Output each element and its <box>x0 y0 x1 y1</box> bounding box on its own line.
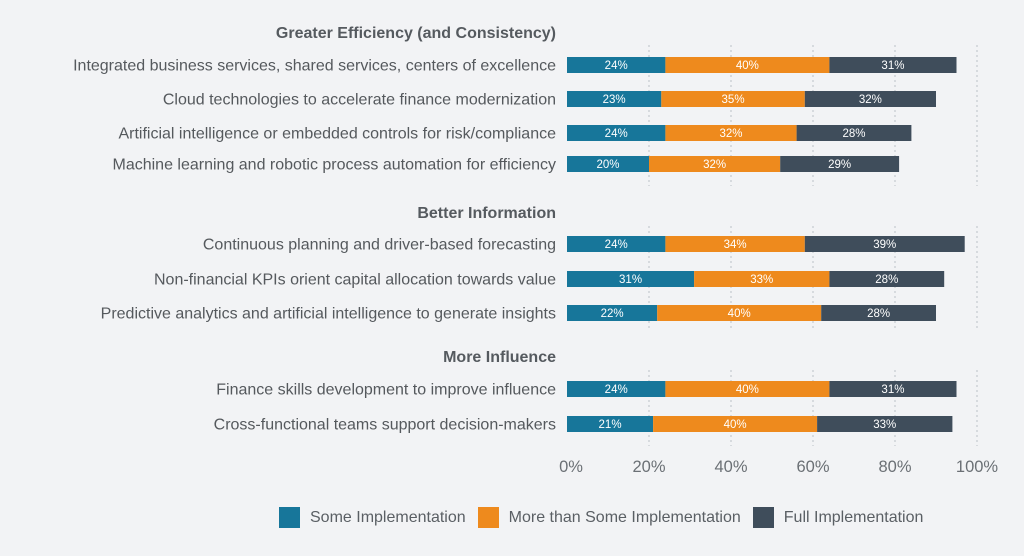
bar-segment <box>829 57 957 73</box>
row-label: Machine learning and robotic process aut… <box>112 157 556 174</box>
bar-value-label: 33% <box>750 274 773 286</box>
legend-label-some: Some Implementation <box>310 508 466 526</box>
bar-value-label: 35% <box>722 94 745 106</box>
bar-value-label: 31% <box>881 60 904 72</box>
bar-value-label: 24% <box>605 239 628 251</box>
legend-item-more-than-some: More than Some Implementation <box>477 507 741 528</box>
stacked-bar-chart: 24% 40% 31% 23% 35% 32% 24% 32% 28% 20% 32% 29% 24% 3… <box>73 25 998 476</box>
bar-segment <box>657 305 822 321</box>
bar-value-label: 32% <box>719 128 742 140</box>
bar-segment <box>829 381 957 397</box>
bar-segment <box>804 236 965 252</box>
bar-segment <box>567 416 654 432</box>
row-label: Non-financial KPIs orient capital alloca… <box>154 272 556 289</box>
bar-value-label: 32% <box>703 159 726 171</box>
bar-value-label: 31% <box>619 274 642 286</box>
bar-value-label: 20% <box>596 159 619 171</box>
bar-segment <box>567 236 666 252</box>
bar-value-label: 28% <box>867 308 890 320</box>
x-tick-label: 100% <box>956 458 999 476</box>
bar-segment <box>665 57 830 73</box>
bar-value-label: 40% <box>728 308 751 320</box>
bar-value-label: 32% <box>859 94 882 106</box>
x-tick-label: 40% <box>714 458 747 476</box>
row-label: Cloud technologies to accelerate finance… <box>163 92 556 109</box>
row-labels: Greater Efficiency (and Consistency) Inte… <box>73 25 556 434</box>
bar-value-label: 40% <box>736 384 759 396</box>
bar-value-label: 21% <box>599 419 622 431</box>
bar-value-label: 24% <box>605 128 628 140</box>
x-tick-label: 80% <box>878 458 911 476</box>
legend-swatch-more-than-some <box>477 507 499 528</box>
bar-segment <box>821 305 936 321</box>
bar-segment <box>567 381 666 397</box>
bar-segment <box>567 91 662 107</box>
bar-segment <box>567 305 658 321</box>
row-label: Finance skills development to improve in… <box>216 382 556 399</box>
x-tick-label: 0% <box>559 458 583 476</box>
legend-item-full: Full Implementation <box>752 507 924 528</box>
bar-segment <box>829 271 945 287</box>
legend-swatch-some <box>279 507 300 528</box>
bar-segment <box>780 156 900 172</box>
row-label: Integrated business services, shared ser… <box>73 58 556 75</box>
row-label: Continuous planning and driver-based for… <box>203 237 556 254</box>
group-title: Greater Efficiency (and Consistency) <box>276 25 556 42</box>
bar-value-label: 22% <box>601 308 624 320</box>
bar-segment <box>567 57 666 73</box>
bar-segment <box>567 125 666 141</box>
bar-value-label: 23% <box>603 94 626 106</box>
bar-value-label: 39% <box>873 239 896 251</box>
row-label: Artificial intelligence or embedded cont… <box>118 126 556 143</box>
bar-value-label: 40% <box>736 60 759 72</box>
group-title: More Influence <box>443 349 556 366</box>
legend-item-some: Some Implementation <box>279 507 466 528</box>
bar-value-label: 24% <box>605 384 628 396</box>
row-label: Cross-functional teams support decision-… <box>214 417 556 434</box>
bar-segment <box>796 125 912 141</box>
bar-segment <box>567 271 695 287</box>
bar-value-label: 31% <box>881 384 904 396</box>
bar-segment <box>661 91 805 107</box>
x-axis-ticks: 0% 20% 40% 60% 80% 100% <box>559 458 998 476</box>
bar-value-label: 28% <box>842 128 865 140</box>
bar-segment <box>649 156 781 172</box>
bar-segment <box>804 91 936 107</box>
bar-segment <box>665 381 830 397</box>
bar-segment <box>567 156 649 172</box>
bar-value-label: 24% <box>605 60 628 72</box>
x-tick-label: 60% <box>796 458 829 476</box>
bar-segment <box>694 271 830 287</box>
bar-value-label: 28% <box>875 274 898 286</box>
row-label: Predictive analytics and artificial inte… <box>101 306 556 323</box>
bars: 24% 40% 31% 23% 35% 32% 24% 32% 28% 20% 32% 29% 24% 3… <box>567 57 965 432</box>
bar-value-label: 29% <box>828 159 851 171</box>
bar-value-label: 40% <box>724 419 747 431</box>
legend-label-more-than-some: More than Some Implementation <box>508 508 741 526</box>
group-title: Better Information <box>417 205 556 222</box>
bar-segment <box>665 236 805 252</box>
bar-value-label: 33% <box>873 419 896 431</box>
bar-value-label: 34% <box>724 239 747 251</box>
legend-label-full: Full Implementation <box>783 508 924 526</box>
bar-segment <box>817 416 953 432</box>
legend-swatch-full <box>752 507 774 528</box>
bar-segment <box>665 125 797 141</box>
bar-segment <box>653 416 818 432</box>
x-tick-label: 20% <box>632 458 665 476</box>
legend: Some Implementation More than Some Imple… <box>279 507 935 528</box>
